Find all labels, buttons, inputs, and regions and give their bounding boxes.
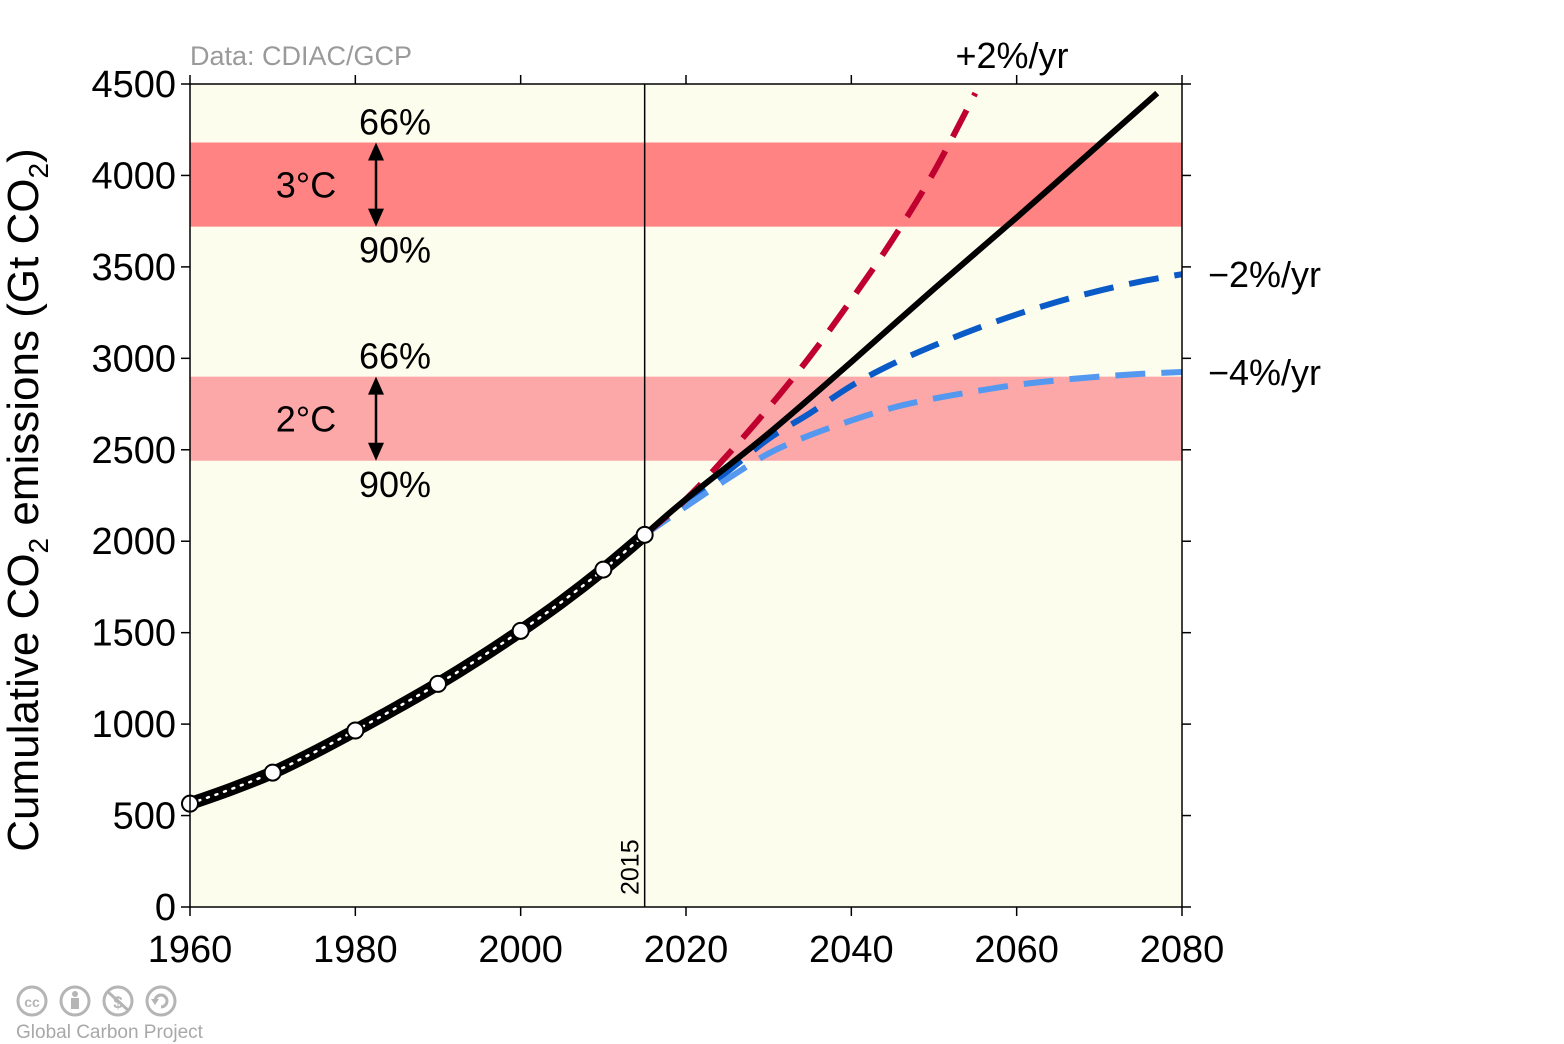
axis-ticks: 1960 1980 2000 2020 2040 2060 2080 0 500 1000 1500… — [91, 64, 1224, 971]
sa-icon — [145, 985, 177, 1017]
temperature-bands: 3°C 66% 90% 2°C 66% 90% — [190, 102, 1182, 505]
reference-year-label: 2015 — [617, 839, 645, 895]
y-tick-label: 1000 — [91, 704, 176, 746]
y-axis-label-subscript: 2 — [23, 538, 54, 554]
svg-text:cc: cc — [24, 994, 40, 1010]
credit-text: Global Carbon Project — [16, 1022, 204, 1043]
projection-line — [642, 271, 1182, 538]
y-tick-label: 3500 — [91, 247, 176, 289]
double-arrow-icon — [368, 376, 384, 461]
x-tick-label: 2040 — [809, 929, 894, 971]
nc-icon: $ — [102, 985, 134, 1017]
y-tick-label: 2000 — [91, 521, 176, 563]
data-source-note: Data: CDIAC/GCP — [190, 41, 412, 71]
historical-series-dots — [190, 533, 646, 805]
y-axis-label-subscript: 2 — [23, 163, 54, 179]
series-label-minus2: −2%/yr — [1208, 254, 1321, 295]
x-tick-label: 2000 — [478, 929, 563, 971]
y-axis-label-part: emissions (Gt CO — [0, 178, 48, 537]
y-tick-label: 0 — [155, 887, 176, 929]
by-icon — [59, 985, 91, 1017]
band-probability-top: 66% — [359, 336, 431, 377]
data-point-marker — [511, 621, 530, 640]
double-arrow-icon — [368, 142, 384, 227]
x-tick-label: 2060 — [974, 929, 1059, 971]
y-tick-label: 4000 — [91, 155, 176, 197]
y-tick-label: 4500 — [91, 64, 176, 106]
x-tick-label: 2080 — [1140, 929, 1225, 971]
projection-line — [642, 91, 978, 538]
series-label-minus4: −4%/yr — [1208, 352, 1321, 393]
x-tick-label: 1960 — [148, 929, 233, 971]
y-tick-label: 500 — [113, 796, 176, 838]
data-point-marker — [635, 525, 654, 544]
y-axis-label: Cumulative CO2 emissions (Gt CO2) — [0, 148, 54, 852]
series-label-plus2: +2%/yr — [955, 35, 1068, 76]
temperature-band — [190, 376, 1182, 461]
x-tick-label: 2020 — [644, 929, 729, 971]
band-label: 3°C — [276, 165, 336, 206]
y-axis-label-part: Cumulative CO — [0, 553, 48, 851]
cc-icon: cc — [16, 985, 48, 1017]
y-tick-label: 3000 — [91, 338, 176, 380]
data-point-marker — [263, 763, 282, 782]
band-probability-bottom: 90% — [359, 464, 431, 505]
temperature-band — [190, 142, 1182, 227]
series-labels: +2%/yr −2%/yr −4%/yr — [955, 35, 1321, 393]
y-axis-label-part: ) — [0, 148, 48, 163]
y-tick-label: 1500 — [91, 613, 176, 655]
y-tick-label: 2500 — [91, 430, 176, 472]
projection-line — [642, 369, 1182, 538]
data-point-marker — [346, 721, 365, 740]
x-tick-label: 1980 — [313, 929, 398, 971]
band-label: 2°C — [276, 399, 336, 440]
linear-projection-line — [642, 90, 1160, 538]
band-probability-bottom: 90% — [359, 230, 431, 271]
data-point-marker — [429, 674, 447, 693]
license-credit: cc $ Global Carbon Project — [16, 985, 204, 1043]
data-point-marker — [594, 560, 613, 579]
band-probability-top: 66% — [359, 102, 431, 143]
